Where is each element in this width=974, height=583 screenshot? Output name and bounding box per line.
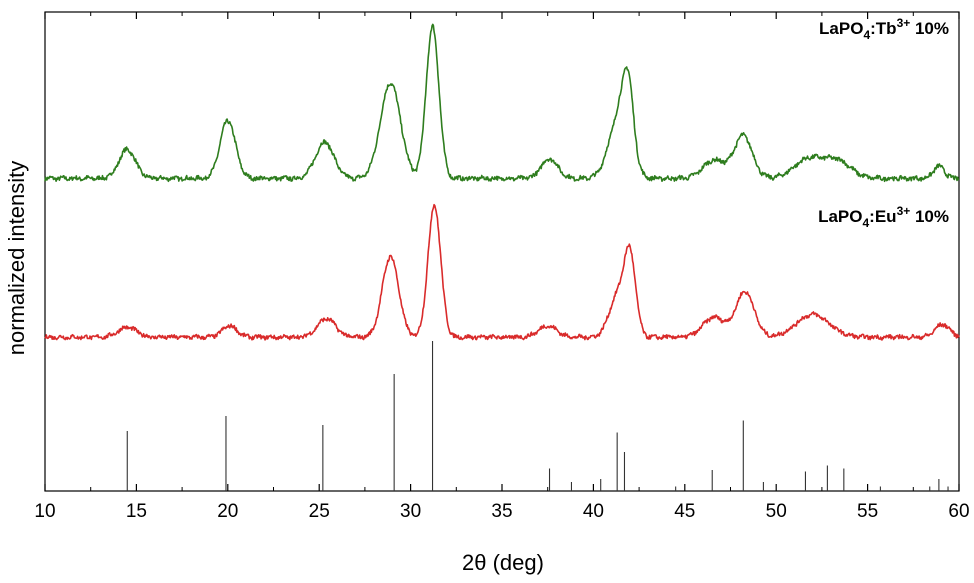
series-labels: LaPO4:Tb3+ 10%LaPO4:Eu3+ 10% [818,16,949,230]
series-label-part: LaPO [819,19,863,38]
reference-pattern [126,341,949,491]
x-tick-label: 10 [34,501,55,522]
series-line-tb [44,23,960,183]
series-label-part: LaPO [818,207,862,226]
series-label-part: 4 [863,28,870,42]
x-tick-label: 30 [400,501,421,522]
x-tick-label: 60 [948,501,969,522]
x-tick-label: 15 [126,501,147,522]
plot-frame [44,11,960,492]
x-tick-label: 45 [674,501,695,522]
x-tick-label: 25 [309,501,330,522]
series-label-part: :Tb [870,19,896,38]
series-label-part: :Eu [869,207,896,226]
plot-area [44,11,960,492]
series-line-eu [44,203,960,341]
x-tick-label: 40 [583,501,604,522]
series-label-part: 4 [862,216,869,230]
x-axis: 10 15 20 25 30 35 40 45 50 55 60 [34,12,970,522]
x-tick-label: 35 [491,501,512,522]
series-label-part: 3+ [897,16,911,30]
series-label-eu: LaPO4:Eu3+ 10% [818,204,949,230]
series-label-part: 10% [910,207,949,226]
series-label-part: 10% [910,19,949,38]
x-tick-label: 50 [766,501,787,522]
x-tick-label: 20 [217,501,238,522]
series-label-part: 3+ [897,204,911,218]
series-label-tb: LaPO4:Tb3+ 10% [819,16,949,42]
series-layer [44,23,960,341]
x-tick-label: 55 [857,501,878,522]
y-axis-label: normalized intensity [4,161,29,355]
x-axis-label: 2θ (deg) [462,550,544,575]
